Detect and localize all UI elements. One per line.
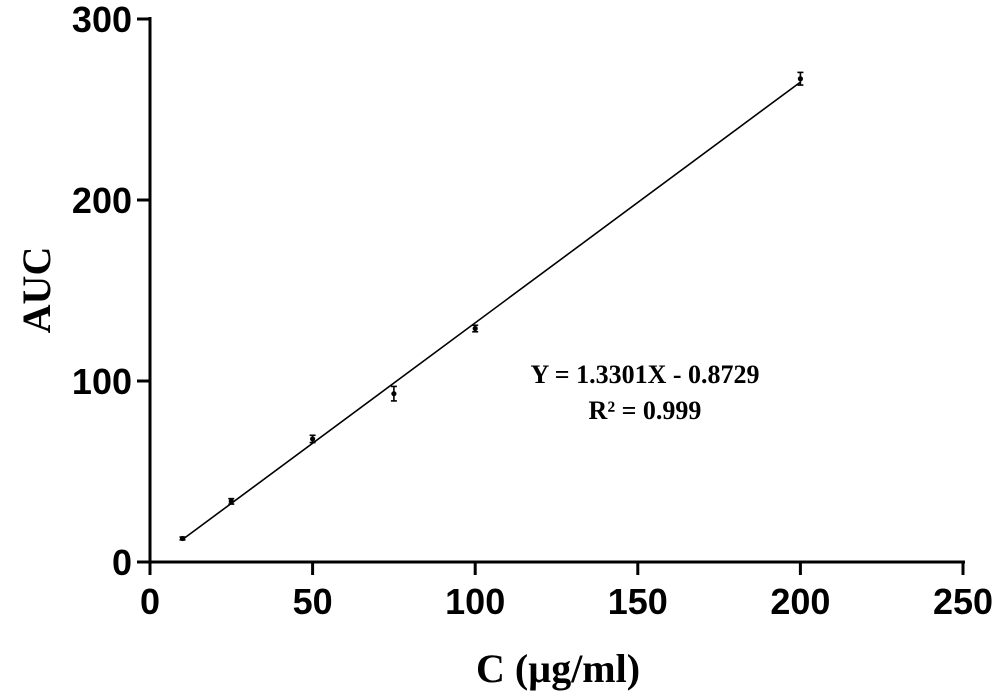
y-tick-label: 200 bbox=[72, 180, 132, 221]
x-tick-label: 0 bbox=[140, 581, 160, 622]
y-axis-title: AUC bbox=[14, 247, 59, 334]
y-tick-label: 100 bbox=[72, 361, 132, 402]
axes bbox=[148, 17, 965, 564]
regression-equation: Y = 1.3301X - 0.8729 bbox=[530, 360, 759, 389]
data-point bbox=[797, 76, 804, 82]
data-point bbox=[179, 535, 186, 542]
r-squared-label: R² = 0.999 bbox=[589, 396, 702, 425]
fit-line-group bbox=[182, 81, 801, 541]
x-tick-label: 50 bbox=[293, 581, 333, 622]
data-points bbox=[179, 71, 804, 542]
data-point bbox=[228, 498, 234, 504]
x-tick-label: 100 bbox=[445, 581, 505, 622]
x-tick-label: 250 bbox=[933, 581, 993, 622]
x-tick-label: 150 bbox=[608, 581, 668, 622]
data-point bbox=[472, 325, 478, 332]
regression-line bbox=[182, 81, 801, 541]
data-point bbox=[310, 436, 316, 442]
y-tick-label: 300 bbox=[72, 0, 132, 40]
x-axis-title: C (µg/ml) bbox=[476, 646, 640, 691]
ticks: 0 50 100 150 200 250 0 100 200 300 bbox=[72, 0, 993, 622]
x-tick-label: 200 bbox=[770, 581, 830, 622]
y-tick-label: 0 bbox=[112, 542, 132, 583]
data-point bbox=[391, 391, 397, 397]
